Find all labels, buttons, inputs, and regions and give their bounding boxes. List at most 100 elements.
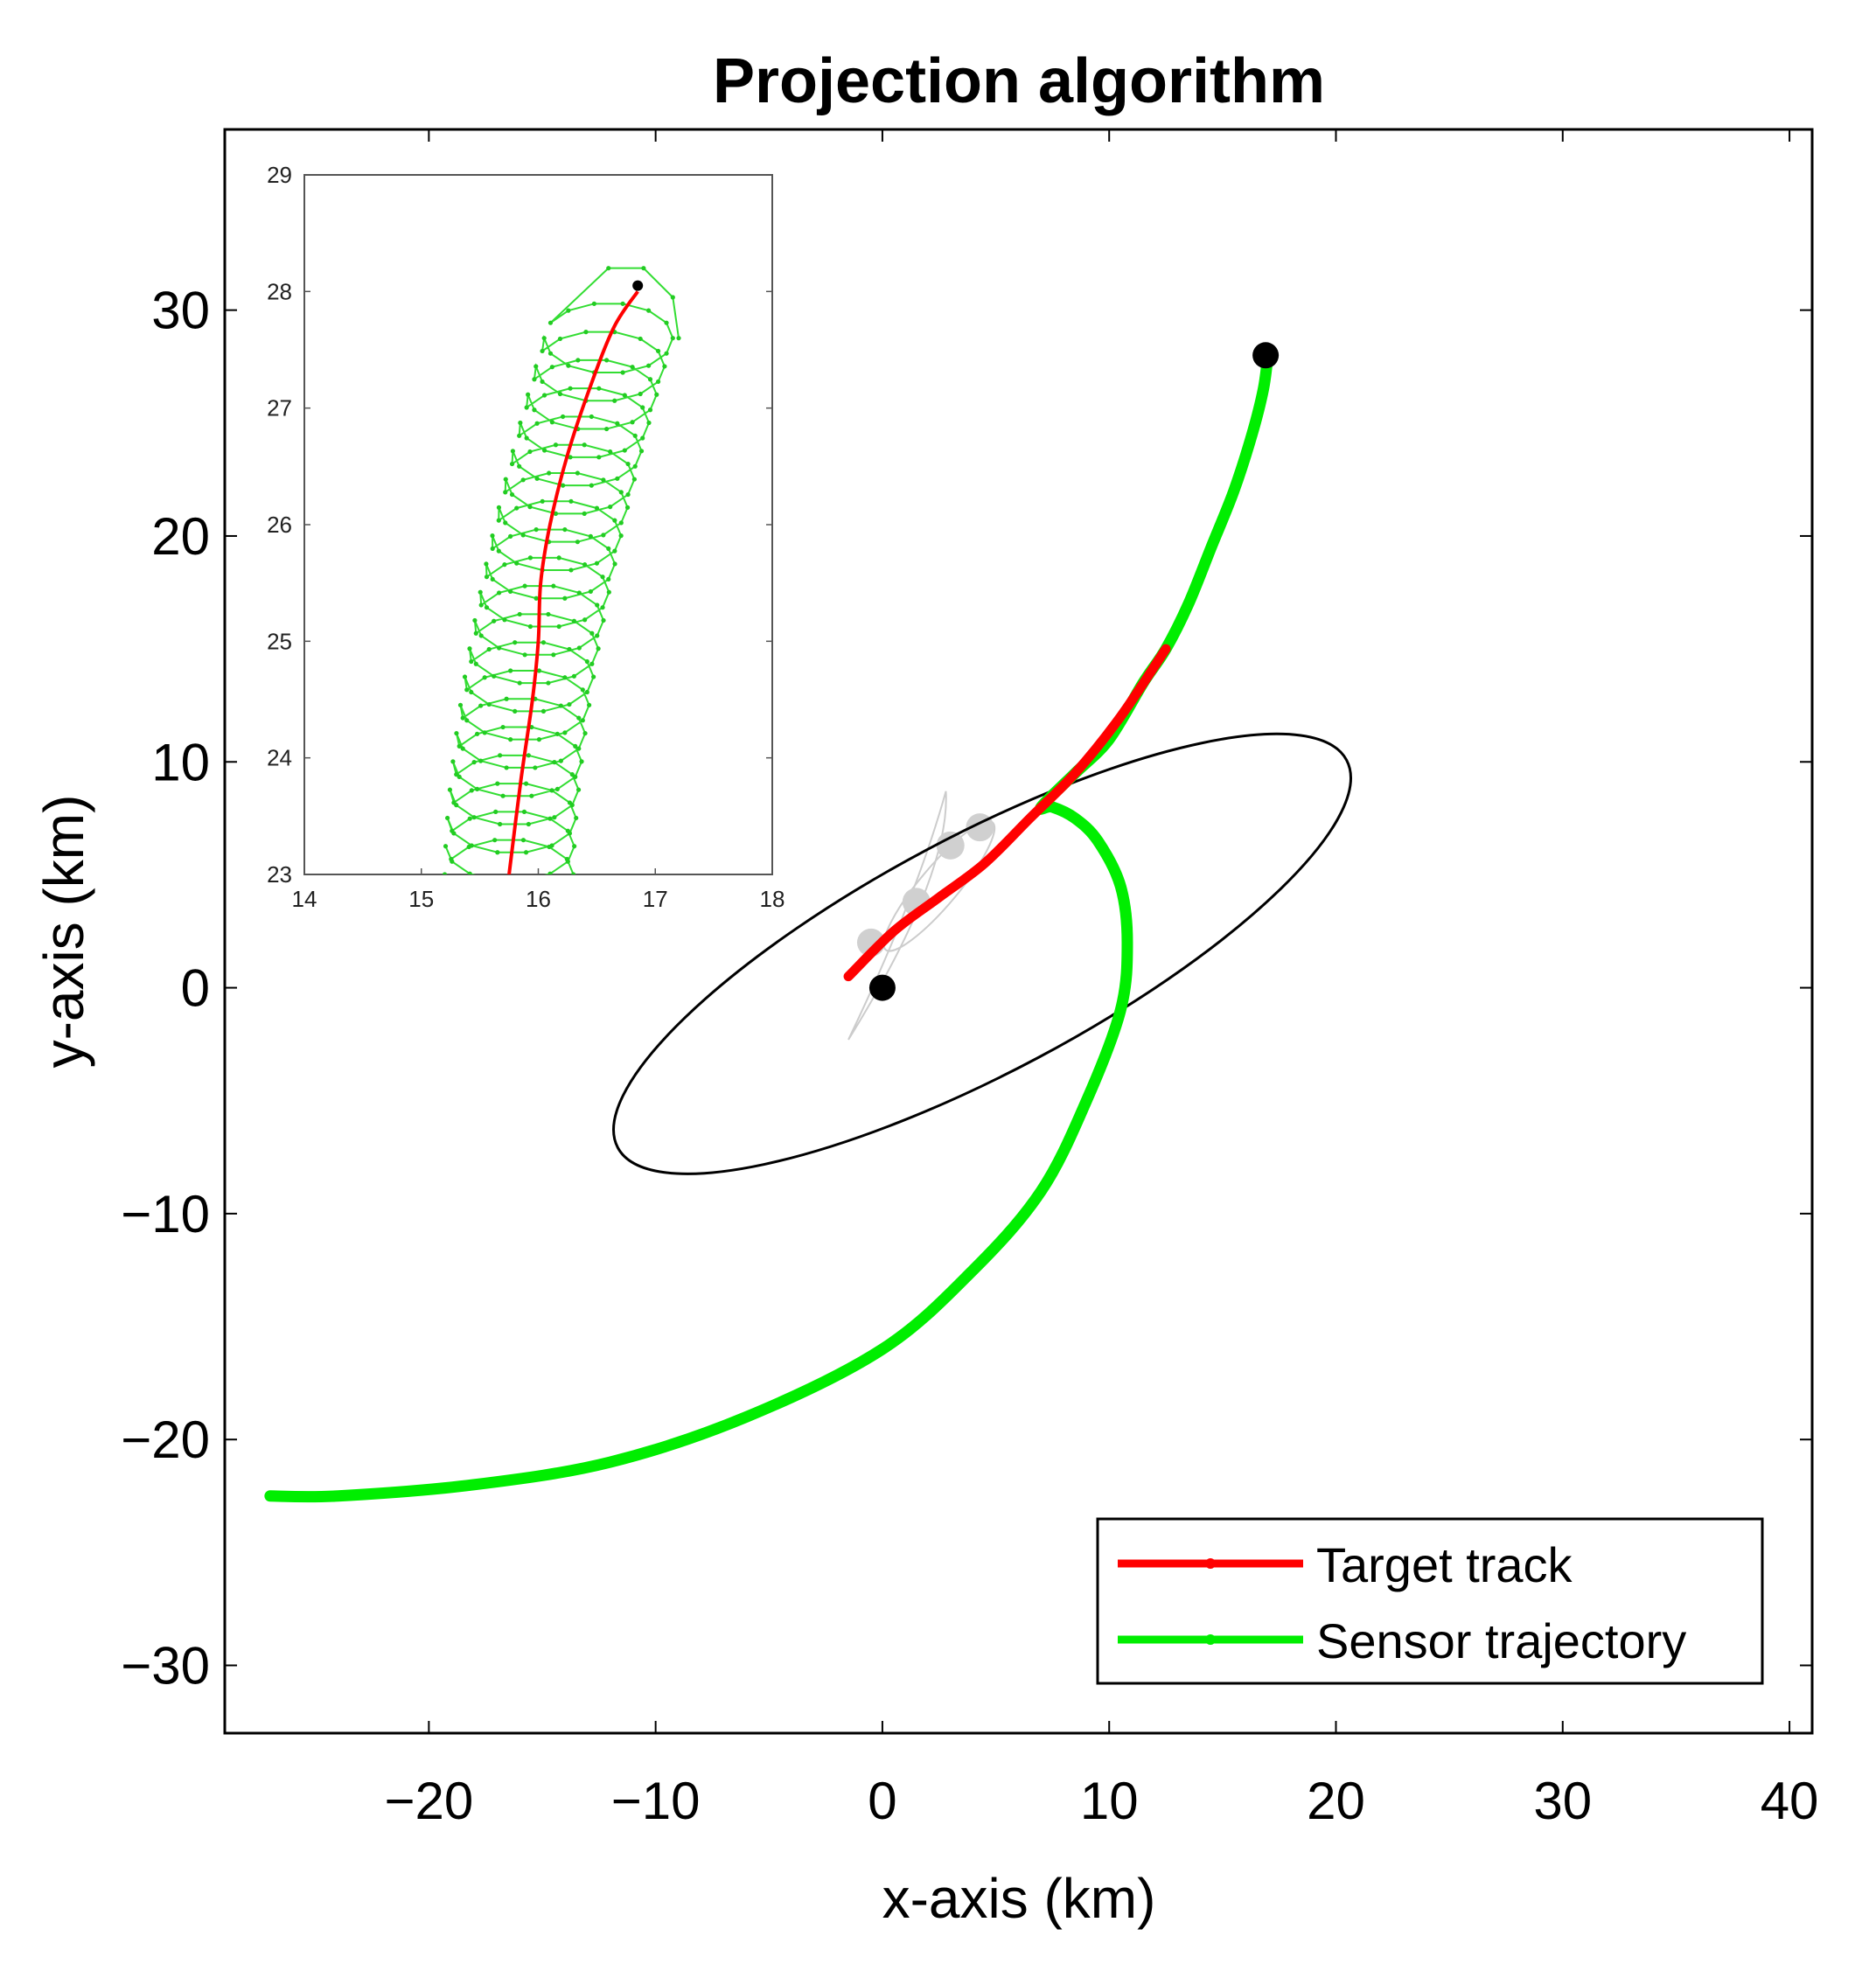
- inset-sensor-point: [583, 330, 589, 335]
- inset-sensor-point: [575, 358, 581, 363]
- inset-sensor-point: [603, 426, 610, 432]
- legend-dot-target-track: [1205, 1558, 1216, 1569]
- inset-sensor-point: [582, 562, 588, 568]
- x-tick-label: −10: [611, 1772, 701, 1830]
- inset-sensor-point: [517, 433, 522, 438]
- chart-title: Projection algorithm: [713, 46, 1325, 116]
- inset-sensor-point: [606, 589, 611, 595]
- inset-sensor-point: [498, 753, 503, 758]
- inset-sensor-point: [549, 420, 554, 425]
- inset-sensor-point: [646, 308, 652, 313]
- x-tick-label: 10: [1080, 1772, 1139, 1830]
- inset-sensor-point: [560, 414, 566, 420]
- inset-sensor-point: [573, 743, 578, 749]
- inset-sensor-point: [571, 673, 577, 679]
- inset-sensor-point: [486, 701, 492, 707]
- inset-sensor-point: [503, 520, 508, 526]
- inset-sensor-point: [576, 746, 582, 751]
- inset-sensor-point: [513, 708, 518, 714]
- inset-sensor-point: [638, 449, 645, 454]
- inset-sensor-point: [582, 442, 587, 448]
- inset-sensor-point: [471, 815, 477, 820]
- inset-sensor-point: [625, 491, 631, 498]
- inset-sensor-point: [618, 533, 624, 539]
- inset-sensor-point: [584, 689, 589, 695]
- inset-sensor-point: [523, 850, 529, 855]
- inset-sensor-point: [603, 358, 610, 363]
- inset-sensor-point: [521, 809, 527, 814]
- inset-sensor-point: [546, 611, 551, 617]
- y-tick-label: −20: [121, 1410, 210, 1469]
- inset-sensor-point: [540, 498, 545, 504]
- inset-sensor-point: [518, 420, 523, 426]
- inset-sensor-point: [638, 336, 643, 342]
- inset-sensor-point: [527, 623, 534, 630]
- inset-sensor-point: [670, 336, 675, 341]
- inset-sensor-point: [622, 393, 627, 398]
- inset-sensor-point: [630, 420, 635, 425]
- inset-sensor-point: [580, 718, 585, 723]
- inset-sensor-point: [447, 787, 453, 792]
- inset-sensor-point: [520, 533, 526, 538]
- inset-sensor-point: [541, 336, 547, 341]
- inset-sensor-point: [574, 815, 579, 821]
- inset-sensor-point: [632, 433, 638, 438]
- inset-sensor-point: [553, 511, 559, 516]
- inset-sensor-point: [589, 414, 594, 420]
- inset-sensor-point: [618, 520, 624, 526]
- inset-sensor-point: [594, 505, 600, 511]
- y-tick-label: 0: [181, 959, 210, 1018]
- inset-sensor-point: [508, 668, 513, 673]
- y-tick-label: 20: [151, 507, 210, 566]
- y-tick-label: 30: [151, 282, 210, 340]
- y-tick-label: −30: [121, 1637, 210, 1696]
- inset-sensor-point: [502, 617, 507, 623]
- inset-sensor-point: [540, 708, 547, 714]
- inset-sensor-point: [514, 505, 520, 511]
- inset-sensor-point: [492, 838, 498, 843]
- inset-sensor-point: [473, 661, 478, 666]
- inset-sensor-point: [601, 533, 606, 538]
- inset-sensor-point: [536, 737, 542, 742]
- legend-dot-sensor-trajectory: [1205, 1634, 1216, 1645]
- inset-sensor-point: [618, 490, 624, 495]
- inset-frame: [303, 174, 773, 875]
- inset-sensor-point: [568, 498, 574, 504]
- inset-sensor-point: [565, 859, 570, 864]
- inset-sensor-point: [457, 774, 462, 779]
- inset-sensor-point: [584, 658, 589, 665]
- inset-sensor-point: [624, 505, 631, 510]
- inset-sensor-point: [500, 724, 506, 730]
- inset-sensor-point: [575, 540, 580, 545]
- inset-sensor-point: [504, 696, 509, 701]
- inset-sensor-point: [496, 518, 501, 523]
- inset-sensor-point: [566, 363, 571, 368]
- inset-sensor-point: [478, 703, 484, 708]
- inset-sensor-point: [492, 618, 497, 623]
- inset-sensor-point: [582, 730, 588, 736]
- inset-sensor-point: [608, 505, 613, 510]
- inset-sensor-point: [632, 463, 638, 469]
- inset-sensor-point: [662, 364, 667, 369]
- inset-sensor-point: [517, 680, 522, 686]
- inset-sensor-point: [589, 483, 594, 488]
- inset-sensor-point: [664, 320, 669, 325]
- inset-sensor-point: [540, 379, 545, 385]
- inset-sensor-point: [517, 463, 522, 469]
- x-tick-label: 30: [1533, 1772, 1592, 1830]
- x-tick-label: −20: [384, 1772, 473, 1830]
- inset-sensor-point: [676, 336, 681, 341]
- inset-sensor-point: [495, 781, 500, 786]
- inset-sensor-point: [526, 392, 531, 397]
- inset-sensor-point: [622, 448, 627, 453]
- inset-sensor-point: [554, 786, 560, 792]
- inset-sensor-point: [562, 595, 568, 601]
- inset-sensor-point: [520, 838, 527, 843]
- inset-sensor-point: [523, 781, 529, 786]
- inset-y-tick-label: 23: [267, 861, 292, 888]
- inset-sensor-point: [670, 295, 675, 300]
- inset-x-tick-label: 15: [408, 886, 434, 912]
- inset-y-tick-label: 27: [267, 395, 292, 421]
- inset-sensor-point: [620, 301, 625, 306]
- inset-sensor-point: [656, 348, 661, 354]
